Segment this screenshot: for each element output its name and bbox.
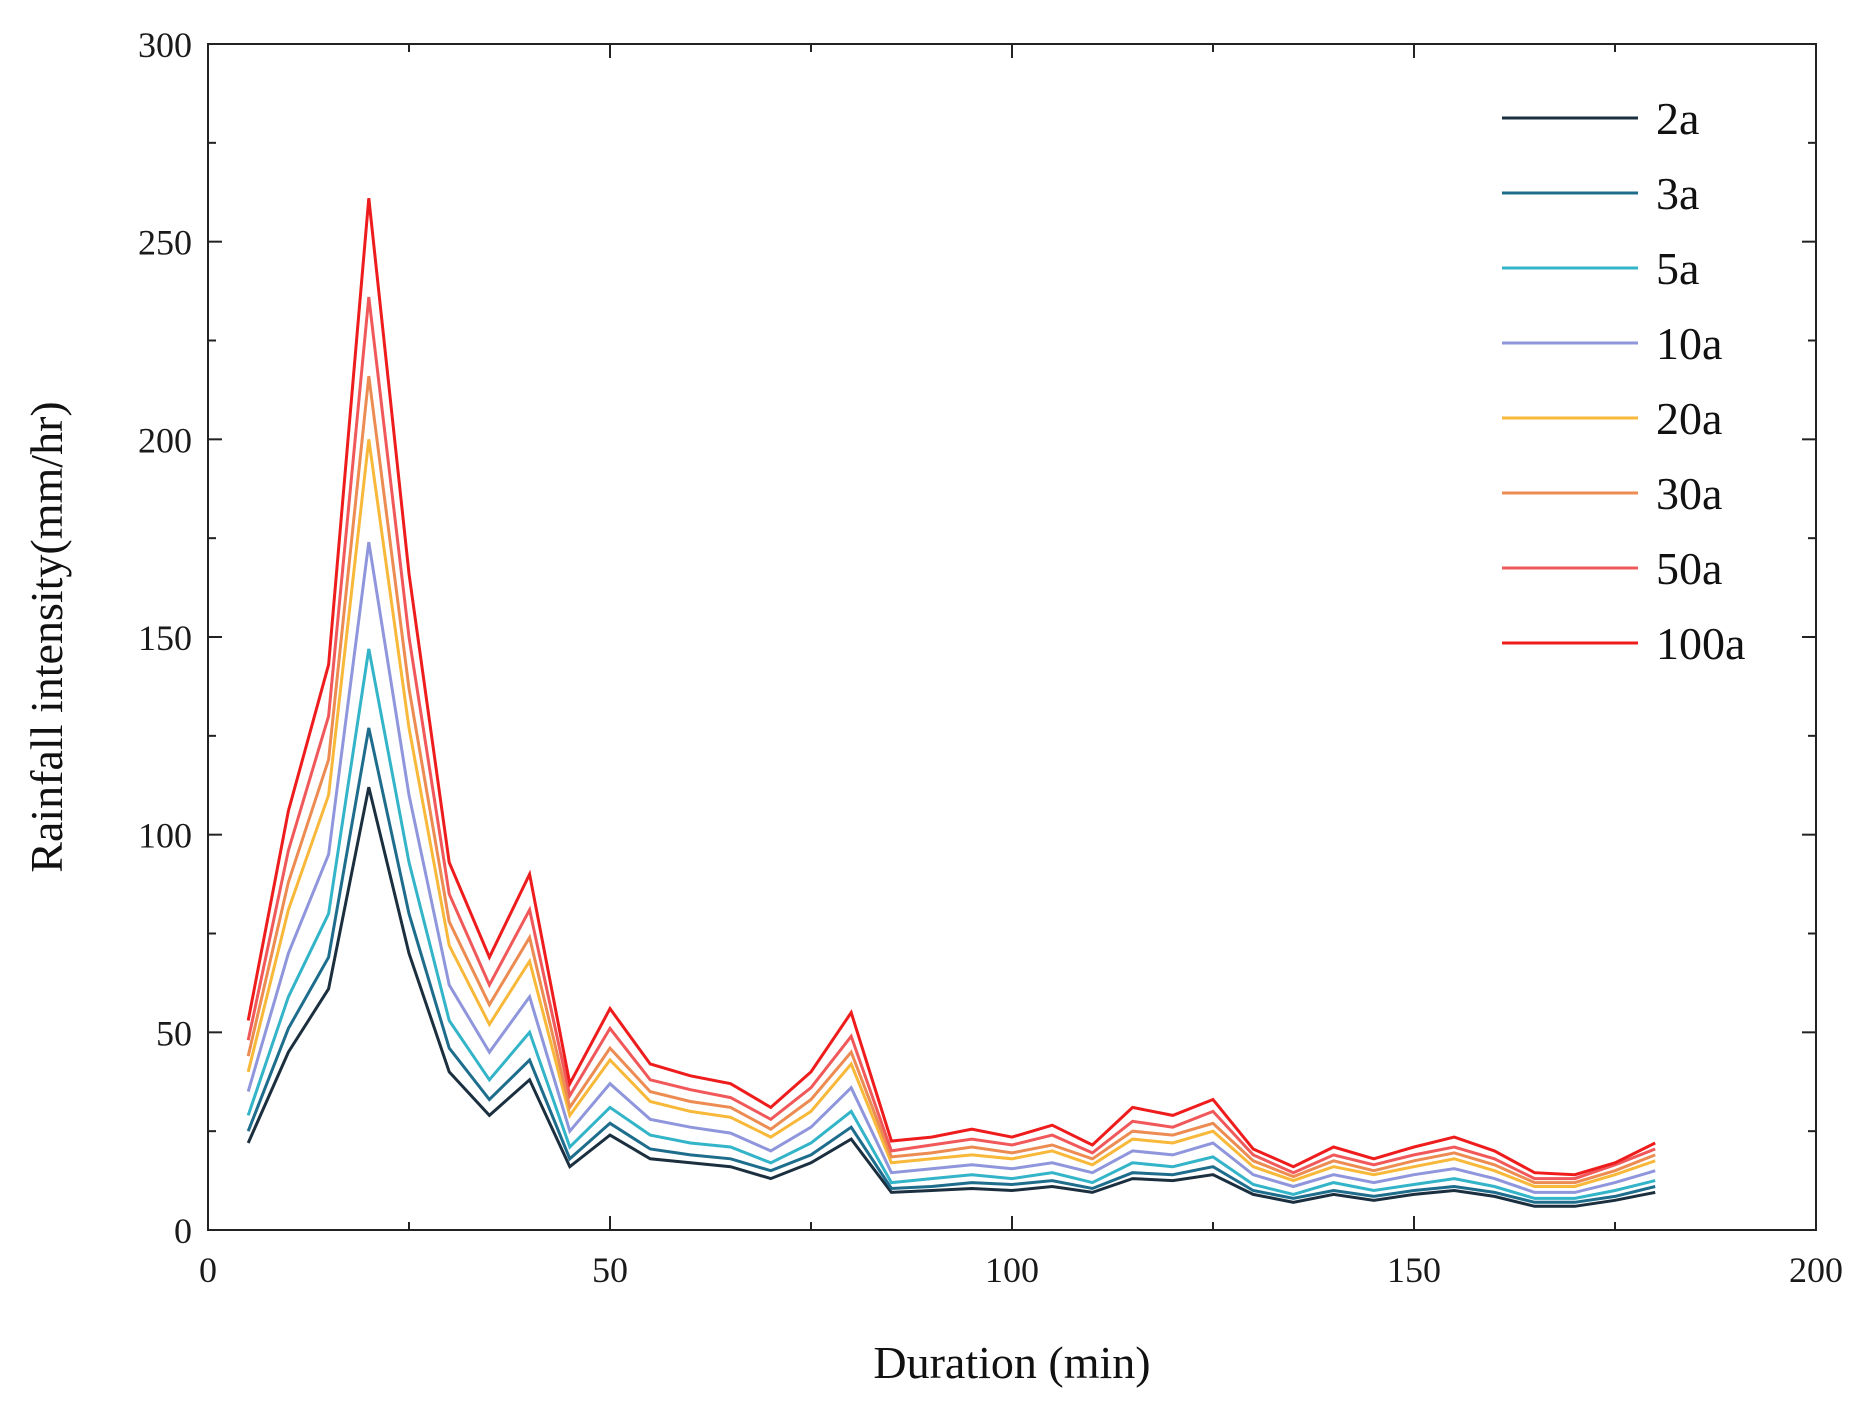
x-tick-label: 100 bbox=[985, 1250, 1039, 1290]
y-tick-label: 200 bbox=[138, 420, 192, 460]
y-axis-title: Rainfall intensity(mm/hr) bbox=[21, 401, 72, 872]
series-layer bbox=[246, 198, 1656, 1208]
y-axis: 0 50 100 150 200 250 300 bbox=[138, 25, 1816, 1251]
x-tick-label: 0 bbox=[199, 1250, 217, 1290]
series-line-5a bbox=[246, 648, 1656, 1200]
legend-label-2a: 2a bbox=[1656, 93, 1699, 144]
series-line-20a bbox=[246, 439, 1656, 1188]
x-tick-label: 50 bbox=[592, 1250, 628, 1290]
plot-frame bbox=[207, 43, 1817, 1231]
series-line-2a bbox=[246, 786, 1656, 1208]
legend-label-10a: 10a bbox=[1656, 318, 1722, 369]
legend-label-100a: 100a bbox=[1656, 618, 1745, 669]
y-tick-label: 50 bbox=[156, 1013, 192, 1053]
plot-border bbox=[207, 43, 1817, 1231]
legend-label-5a: 5a bbox=[1656, 243, 1699, 294]
series-line-100a bbox=[246, 198, 1656, 1177]
y-tick-label: 250 bbox=[138, 223, 192, 263]
y-tick-label: 300 bbox=[138, 25, 192, 65]
legend: 2a 3a 5a 10a 20a 30a 50a 100a bbox=[1502, 93, 1745, 669]
x-tick-label: 200 bbox=[1789, 1250, 1843, 1290]
legend-label-3a: 3a bbox=[1656, 168, 1699, 219]
y-tick-label: 100 bbox=[138, 816, 192, 856]
series-line-3a bbox=[246, 727, 1656, 1204]
legend-label-50a: 50a bbox=[1656, 543, 1722, 594]
series-line-10a bbox=[246, 541, 1656, 1194]
legend-label-20a: 20a bbox=[1656, 393, 1722, 444]
y-tick-label: 0 bbox=[174, 1211, 192, 1251]
legend-label-30a: 30a bbox=[1656, 468, 1722, 519]
x-axis-title: Duration (min) bbox=[873, 1337, 1150, 1388]
x-tick-label: 150 bbox=[1387, 1250, 1441, 1290]
series-line-30a bbox=[246, 375, 1656, 1185]
series-line-50a bbox=[246, 296, 1656, 1181]
x-axis: 0 50 100 150 200 bbox=[199, 44, 1843, 1290]
y-tick-label: 150 bbox=[138, 618, 192, 658]
